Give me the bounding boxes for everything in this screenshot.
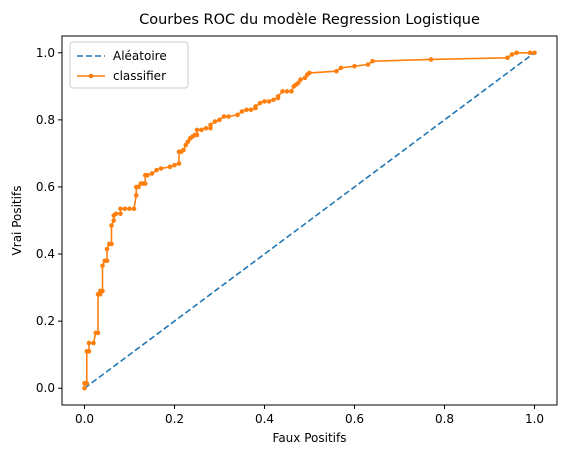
data-point <box>248 107 254 113</box>
data-point <box>352 63 357 69</box>
x-tick-label: 0.8 <box>435 412 454 426</box>
data-point <box>370 58 375 64</box>
data-point <box>145 172 150 178</box>
data-point <box>133 193 139 198</box>
data-point <box>86 340 92 346</box>
data-point <box>212 119 218 124</box>
data-point <box>509 52 515 57</box>
data-point <box>226 114 231 119</box>
data-point <box>113 211 119 217</box>
legend: Aléatoire classifier <box>69 41 189 89</box>
data-point <box>86 349 92 354</box>
data-point <box>136 184 141 190</box>
y-tick-label: 0.4 <box>36 247 55 261</box>
series-line-al-atoire <box>84 52 535 389</box>
x-tick-label: 1.0 <box>525 412 544 426</box>
data-point <box>158 166 164 171</box>
data-point <box>118 206 123 212</box>
data-point <box>428 57 434 62</box>
x-tick-label: 0.2 <box>165 412 184 426</box>
data-point <box>183 142 189 148</box>
axes <box>61 35 558 406</box>
data-point <box>208 122 213 128</box>
data-point <box>235 112 240 118</box>
data-point <box>84 380 90 386</box>
y-tick-label: 0.8 <box>36 113 55 127</box>
data-point <box>298 77 303 82</box>
data-point <box>100 288 105 294</box>
data-point <box>284 89 290 94</box>
data-point <box>97 292 103 297</box>
data-point <box>142 181 148 186</box>
legend-marker-classifier <box>88 73 94 79</box>
data-point <box>172 162 177 168</box>
data-point <box>514 50 519 56</box>
y-axis-title: Vrai Positifs <box>10 186 24 256</box>
plot-series <box>82 50 537 391</box>
chart-title: Courbes ROC du modèle Regression Logisti… <box>139 12 480 28</box>
data-point <box>122 206 128 212</box>
data-point <box>167 164 173 170</box>
data-point <box>109 223 114 228</box>
data-point <box>221 114 227 119</box>
data-point <box>365 62 371 67</box>
plot-frame <box>61 35 558 406</box>
data-point <box>185 139 191 144</box>
y-tick-label: 0.2 <box>36 314 55 328</box>
data-point <box>203 125 209 131</box>
x-tick-label: 0.0 <box>75 412 94 426</box>
data-point <box>527 50 533 56</box>
data-point <box>118 211 123 217</box>
data-point <box>271 97 276 103</box>
data-point <box>127 206 132 212</box>
data-point <box>302 75 308 81</box>
data-point <box>194 127 200 133</box>
legend-label-aleatoire: Aléatoire <box>113 49 167 63</box>
data-point <box>104 258 110 264</box>
data-point <box>280 89 285 94</box>
data-point <box>154 167 159 173</box>
axis-ticks: 0.0 0.2 0.4 0.6 0.8 1.0 0.0 0.2 0.4 0.6 0.8 1.0 <box>36 46 544 426</box>
data-point <box>217 117 222 123</box>
data-point <box>82 385 87 391</box>
data-point <box>181 147 186 153</box>
x-tick-label: 0.4 <box>255 412 274 426</box>
data-point <box>131 206 137 212</box>
data-point <box>262 99 267 104</box>
x-tick-label: 0.6 <box>345 412 364 426</box>
y-tick-label: 0.6 <box>36 180 55 194</box>
data-point <box>307 70 312 76</box>
data-point <box>289 89 294 94</box>
data-point <box>275 94 281 99</box>
data-point <box>244 107 249 113</box>
data-point <box>334 68 339 74</box>
data-point <box>253 104 258 109</box>
data-point <box>111 218 117 223</box>
data-point <box>149 171 155 176</box>
data-point <box>266 99 272 104</box>
data-point <box>104 246 110 252</box>
data-point <box>239 109 245 114</box>
data-point <box>338 65 344 71</box>
legend-label-classifier: classifier <box>113 69 166 83</box>
data-point <box>91 340 96 346</box>
data-point <box>257 100 263 106</box>
x-axis-title: Faux Positifs <box>273 431 347 445</box>
data-point <box>176 161 182 166</box>
data-point <box>505 55 510 61</box>
data-point <box>100 263 105 269</box>
data-point <box>109 241 114 247</box>
data-point <box>532 50 537 56</box>
y-tick-label: 1.0 <box>36 46 55 60</box>
data-point <box>208 125 213 131</box>
data-point <box>295 80 301 86</box>
data-point <box>95 330 101 336</box>
data-point <box>199 127 204 133</box>
y-tick-label: 0.0 <box>36 381 55 395</box>
data-point <box>194 132 200 138</box>
